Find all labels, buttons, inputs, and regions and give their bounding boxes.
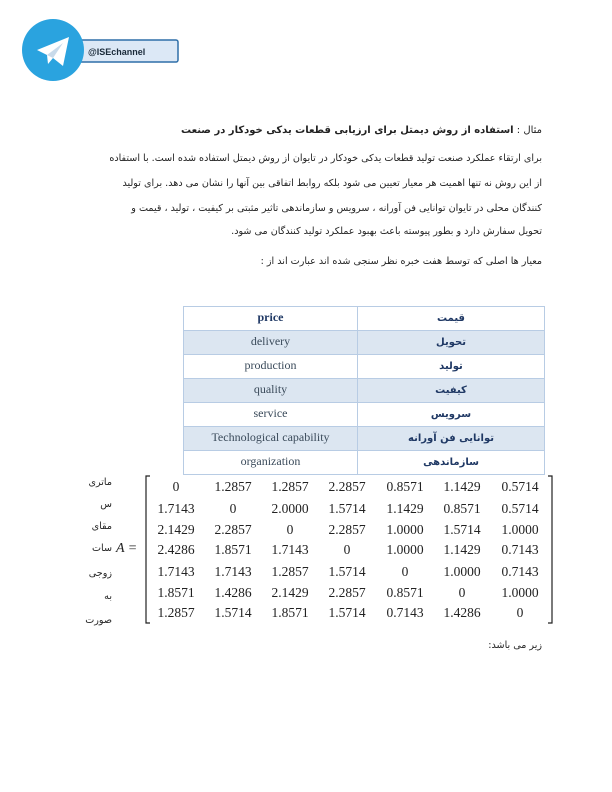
channel: @ISEchannel bbox=[88, 47, 145, 57]
matrix-cell: 0 bbox=[286, 522, 294, 537]
persian-cell: کیفیت bbox=[435, 385, 467, 396]
matrix-cell: 1.2857 bbox=[271, 564, 309, 579]
side-word: ماتری bbox=[88, 477, 112, 488]
side-word: به bbox=[104, 591, 112, 602]
matrix-cell: 1.0000 bbox=[443, 564, 481, 579]
heading: مثال : استفاده از روش دیمتل برای ارزیابی… bbox=[181, 125, 542, 136]
matrix-cell: 1.2857 bbox=[271, 479, 309, 494]
matrix-cell: 1.1429 bbox=[386, 501, 424, 516]
matrix-cell: 1.5714 bbox=[443, 522, 481, 537]
matrix-cell: 1.0000 bbox=[386, 542, 424, 557]
matrix-cell: 1.0000 bbox=[501, 522, 539, 537]
criteria-table: price قیمت delivery تحویل production تولید qua… bbox=[183, 306, 545, 475]
matrix-cell: 2.1429 bbox=[271, 585, 309, 600]
matrix-cell: 1.5714 bbox=[328, 605, 366, 620]
matrix-cell: 0.8571 bbox=[386, 479, 424, 494]
footer: زیر می باشد: bbox=[488, 640, 542, 651]
matrix-cell: 0.8571 bbox=[386, 585, 424, 600]
matrix-cell: 0 bbox=[458, 585, 466, 600]
persian-cell: سرویس bbox=[430, 409, 472, 420]
matrix-cell: 1.0000 bbox=[501, 585, 539, 600]
telegram-logo: @ISEchannel bbox=[22, 19, 179, 81]
side-word: زوجی bbox=[88, 568, 112, 579]
persian-cell: تولید bbox=[439, 361, 463, 372]
matrix-cell: 2.2857 bbox=[328, 585, 366, 600]
matrix-cell: 0.7143 bbox=[501, 542, 539, 557]
english-cell: quality bbox=[184, 379, 358, 402]
matrix-cell: 0 bbox=[516, 605, 524, 620]
matrix-label: A = bbox=[116, 541, 138, 556]
matrix-cell: 2.2857 bbox=[328, 522, 366, 537]
english-cell: service bbox=[184, 403, 358, 426]
paragraph-line: کنندگان محلی در تایوان توانایی فن آورانه… bbox=[131, 203, 542, 214]
matrix-cell: 1.4286 bbox=[214, 585, 252, 600]
paragraph-line: تحویل سفارش دارد و بطور پیوسته باعث بهبو… bbox=[231, 226, 542, 237]
english-cell: Technological capability bbox=[184, 427, 358, 450]
matrix-cell: 1.1429 bbox=[443, 479, 481, 494]
matrix-cell: 1.8571 bbox=[271, 605, 309, 620]
paragraph-line: از این روش نه تنها اهمیت هر معیار تعیین … bbox=[122, 178, 542, 189]
side-word: مقای bbox=[91, 521, 112, 532]
matrix-cell: 0.7143 bbox=[386, 605, 424, 620]
heading-label: مثال : bbox=[516, 125, 542, 136]
table-row: price قیمت bbox=[183, 306, 545, 331]
matrix-cell: 0.8571 bbox=[443, 501, 481, 516]
matrix-cell: 1.7143 bbox=[214, 564, 252, 579]
matrix-cell: 2.0000 bbox=[271, 501, 309, 516]
paragraph-line: برای ارتقاء عملکرد صنعت تولید قطعات یدکی… bbox=[109, 153, 542, 164]
persian-cell: قیمت bbox=[437, 313, 465, 324]
matrix-cell: 1.8571 bbox=[157, 585, 195, 600]
matrix-cell: 1.8571 bbox=[214, 542, 252, 557]
matrix-cell: 0 bbox=[229, 501, 237, 516]
matrix-cell: 1.0000 bbox=[386, 522, 424, 537]
matrix-cell: 1.7143 bbox=[157, 564, 195, 579]
matrix-cell: 1.4286 bbox=[443, 605, 481, 620]
table-row: production تولید bbox=[183, 355, 545, 379]
matrix-cell: 2.1429 bbox=[157, 522, 195, 537]
matrix-cell: 1.2857 bbox=[214, 479, 252, 494]
side-word: سات bbox=[92, 543, 112, 554]
matrix-cell: 0 bbox=[401, 564, 409, 579]
table-row: organization سازماندهی bbox=[183, 451, 545, 475]
table-row: Technological capability توانایی فن آوران… bbox=[183, 427, 545, 451]
matrix-cell: 0 bbox=[172, 479, 180, 494]
matrix-cell: 1.5714 bbox=[214, 605, 252, 620]
table-row: delivery تحویل bbox=[183, 331, 545, 355]
matrix-cell: 1.7143 bbox=[271, 542, 309, 557]
english-cell: delivery bbox=[184, 331, 358, 354]
matrix-cell: 2.2857 bbox=[328, 479, 366, 494]
side-word: س bbox=[100, 499, 112, 510]
table-row: quality کیفیت bbox=[183, 379, 545, 403]
matrix-cell: 0.5714 bbox=[501, 479, 539, 494]
matrix-cell: 0 bbox=[343, 542, 351, 557]
persian-cell: تحویل bbox=[436, 337, 466, 348]
matrix-cell: 2.4286 bbox=[157, 542, 195, 557]
english-cell: production bbox=[184, 355, 358, 378]
table-row: service سرویس bbox=[183, 403, 545, 427]
heading-title: استفاده از روش دیمتل برای ارزیابی قطعات … bbox=[180, 125, 514, 136]
matrix-cell: 1.5714 bbox=[328, 501, 366, 516]
matrix-cell: 1.1429 bbox=[443, 542, 481, 557]
matrix-cell: 1.2857 bbox=[157, 605, 195, 620]
matrix-cell: 2.2857 bbox=[214, 522, 252, 537]
matrix-cell: 0.7143 bbox=[501, 564, 539, 579]
matrix-cell: 0.5714 bbox=[501, 501, 539, 516]
persian-cell: سازماندهی bbox=[423, 457, 479, 468]
english-cell: organization bbox=[184, 451, 358, 474]
matrix-cell: 1.5714 bbox=[328, 564, 366, 579]
english-cell: price bbox=[184, 307, 358, 330]
matrix-cell: 1.7143 bbox=[157, 501, 195, 516]
persian-cell: توانایی فن آورانه bbox=[408, 433, 494, 444]
side-word: صورت bbox=[85, 615, 112, 626]
criteria-intro: معیار ها اصلی که توسط هفت خبره نظر سنجی … bbox=[260, 256, 542, 267]
